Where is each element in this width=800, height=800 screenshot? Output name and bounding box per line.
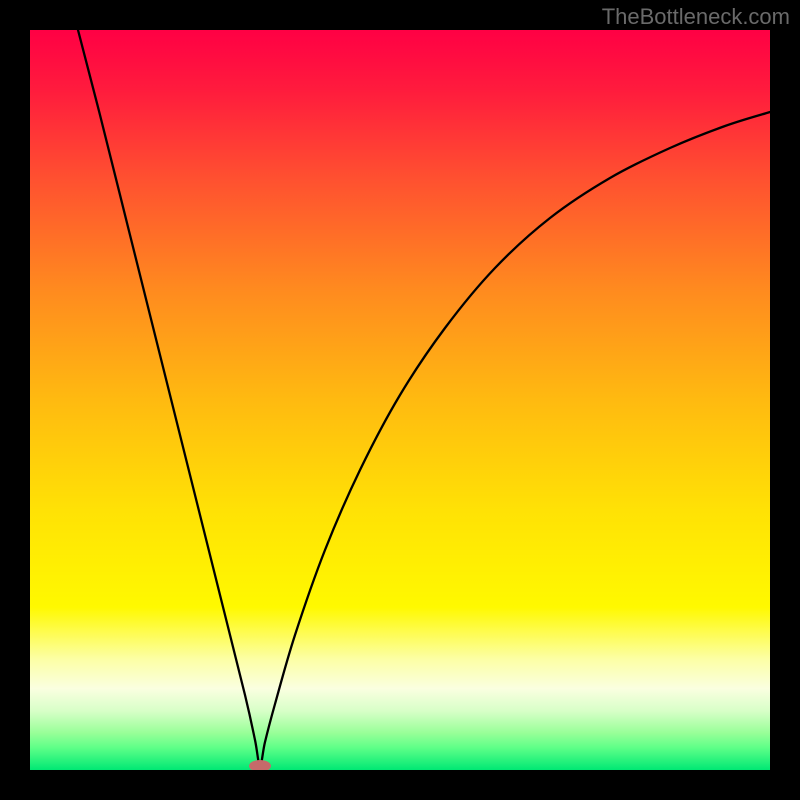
bottleneck-curve <box>30 30 770 770</box>
chart-container: TheBottleneck.com <box>0 0 800 800</box>
watermark-text: TheBottleneck.com <box>602 4 790 30</box>
minimum-marker <box>249 760 271 770</box>
plot-area <box>30 30 770 770</box>
